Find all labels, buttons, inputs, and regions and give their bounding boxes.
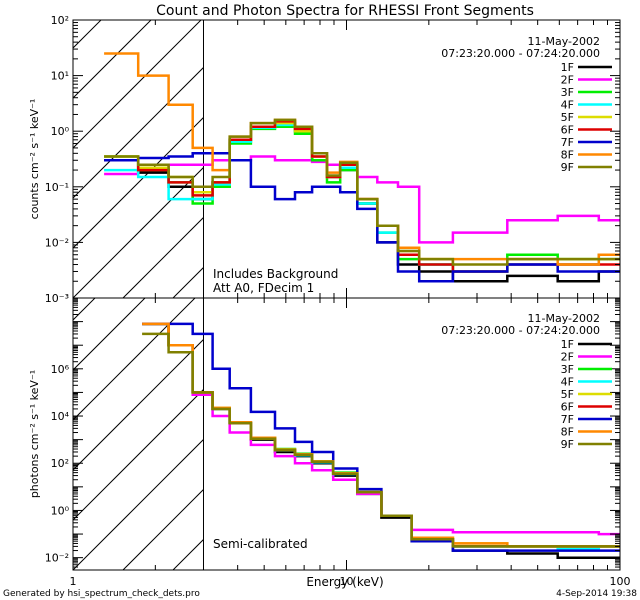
legend-label: 9F: [561, 438, 574, 451]
y-tick-label: 10²: [51, 14, 69, 27]
hatch-line: [73, 388, 204, 521]
y-tick-label: 10⁻²: [45, 236, 69, 249]
y-tick-label: 10²: [51, 457, 69, 470]
hatch-line: [73, 20, 202, 149]
y-tick-label: 10⁻²: [45, 552, 69, 565]
time-range-label: 07:23:20.000 - 07:24:20.000: [441, 324, 600, 337]
legend-label: 4F: [561, 376, 574, 389]
x-tick-label: 10: [340, 575, 354, 588]
legend-label: 8F: [561, 149, 574, 162]
date-label: 11-May-2002: [528, 312, 600, 325]
hatch-line: [0, 0, 173, 298]
hatch-line: [73, 116, 204, 249]
legend-label: 5F: [561, 111, 574, 124]
x-tick-label: 1: [70, 575, 77, 588]
y-tick-label: 10⁶: [51, 363, 70, 376]
series-9F-line: [104, 118, 620, 266]
hatch-line: [73, 166, 204, 298]
y-axis-label: counts cm⁻² s⁻¹ keV⁻¹: [28, 99, 41, 220]
attenuator-note: Att A0, FDecim 1: [213, 281, 314, 295]
date-label: 11-May-2002: [528, 35, 600, 48]
hatch-line: [73, 438, 204, 570]
hatch-line: [172, 266, 204, 298]
plot-frame: [72, 297, 621, 571]
y-tick-label: 10¹: [51, 70, 69, 83]
legend-label: 2F: [561, 351, 574, 364]
y-tick-label: 10⁻¹: [45, 181, 69, 194]
legend-label: 6F: [561, 124, 574, 137]
legend-label: 1F: [561, 338, 574, 351]
series-group: [104, 52, 620, 283]
legend-label: 9F: [561, 161, 574, 174]
y-axis-label: photons cm⁻² s⁻¹ keV⁻¹: [28, 370, 41, 498]
y-tick-label: 10⁴: [51, 410, 70, 423]
legend-label: 8F: [561, 426, 574, 439]
series-9F-line: [142, 332, 620, 548]
hatch-line: [73, 66, 204, 199]
legend-label: 7F: [561, 413, 574, 426]
axes: 10⁻³ 10⁻² 10⁻¹ 10⁰ 10¹ 10²: [45, 14, 621, 305]
chart-title: Count and Photon Spectra for RHESSI Fron…: [156, 3, 534, 19]
legend-label: 3F: [561, 86, 574, 99]
x-axis-label: Energy (keV): [306, 575, 383, 589]
time-range-label: 07:23:20.000 - 07:24:20.000: [441, 47, 600, 60]
legend-label: 5F: [561, 388, 574, 401]
series-group: [142, 322, 620, 559]
legend-label: 2F: [561, 74, 574, 87]
count-spectrum-panel: 10⁻³ 10⁻² 10⁻¹ 10⁰ 10¹ 10² 11-May-2002 07:23:…: [0, 0, 621, 305]
hatch-line: [172, 538, 204, 570]
series-5F-line: [104, 121, 620, 273]
axes: 1 10 100 10⁻² 10⁰ 10² 10⁴ 10⁶: [45, 297, 631, 588]
series-6F-line: [104, 120, 620, 273]
hatch-line: [122, 488, 204, 570]
legend-label: 4F: [561, 99, 574, 112]
series-8F-line: [104, 52, 620, 266]
hatch-line: [122, 216, 204, 298]
hatch-line: [0, 0, 123, 298]
y-tick-label: 10⁰: [51, 125, 70, 138]
series-7F-line: [104, 152, 620, 283]
hatch-line: [0, 170, 173, 570]
series-1F-line: [104, 121, 620, 283]
generation-date: 4-Sep-2014 19:38: [556, 589, 637, 599]
x-tick-label: 100: [610, 575, 631, 588]
legend-label: 6F: [561, 401, 574, 414]
hatch-line: [73, 338, 204, 471]
calibration-note: Semi-calibrated: [213, 537, 308, 551]
legend-label: 7F: [561, 136, 574, 149]
generator-credit: Generated by hsi_spectrum_check_dets.pro: [3, 589, 200, 599]
y-tick-label: 10⁻³: [45, 292, 69, 305]
legend-label: 3F: [561, 363, 574, 376]
background-note: Includes Background: [213, 267, 338, 281]
photon-spectrum-panel: 1 10 100 10⁻² 10⁰ 10² 10⁴ 10⁶ 11-May-2002 07:23…: [0, 170, 631, 589]
legend-label: 1F: [561, 61, 574, 74]
hatched-region: [0, 170, 204, 570]
hatched-region: [0, 0, 204, 298]
hatch-line: [73, 298, 196, 421]
y-tick-label: 10⁰: [51, 504, 70, 517]
